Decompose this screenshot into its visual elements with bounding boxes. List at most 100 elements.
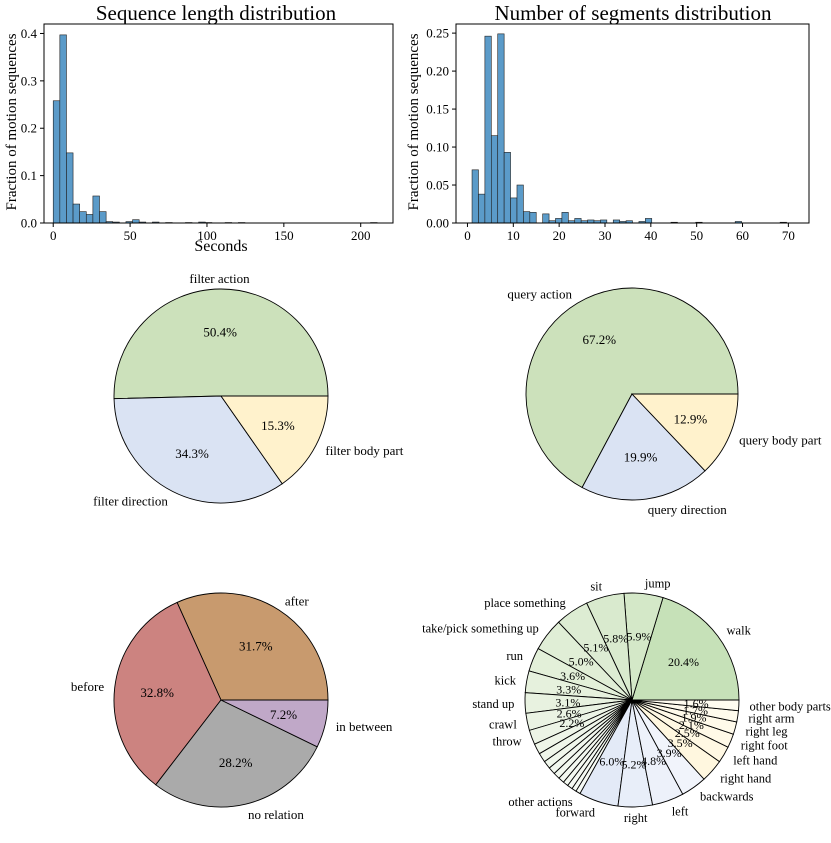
slice-label: take/pick something up [422, 622, 539, 636]
bar [478, 193, 486, 224]
bar [52, 100, 61, 224]
slice-label: crawl [489, 718, 517, 732]
slice-percent: 3.5% [668, 736, 693, 750]
slice-label: left hand [733, 754, 778, 768]
plot-frame [43, 23, 394, 224]
chart-title: Number of segments distribution [494, 1, 772, 25]
y-tick-label: 0.15 [426, 102, 449, 117]
bar [484, 35, 492, 224]
slice-label: forward [555, 805, 595, 819]
slice-label: before [71, 679, 104, 694]
slice-label: right hand [720, 771, 772, 785]
slice-label: run [506, 649, 523, 663]
slice-percent: 34.3% [175, 446, 209, 461]
slice-percent: 2.2% [559, 716, 584, 730]
x-tick-label: 50 [690, 228, 703, 243]
bars [471, 33, 787, 224]
slice-label: left [672, 804, 689, 818]
bar [72, 203, 80, 224]
y-tick-label: 0.4 [21, 26, 38, 41]
filter-type-pie: 50.4% filter action 34.3% filter direction 1… [93, 271, 404, 509]
bar [99, 211, 107, 224]
segments-histogram: Number of segments distribution Fraction… [406, 1, 810, 243]
slice-label: filter action [189, 271, 250, 286]
y-tick-label: 0.0 [21, 216, 37, 231]
pie-slice [113, 601, 222, 786]
wedges [525, 287, 739, 501]
slice-label: query direction [648, 502, 728, 517]
bar [503, 152, 511, 224]
bar [66, 152, 74, 224]
bar [510, 197, 518, 224]
y-tick-label: 0.00 [426, 216, 449, 231]
slice-label: jump [644, 577, 671, 591]
slice-percent: 2.5% [675, 726, 700, 740]
labels: 20.4% walk 5.9% jump 5.8% sit 5.1% place someth… [422, 577, 831, 826]
slice-percent: 7.2% [270, 707, 297, 722]
slice-label: other actions [508, 795, 572, 809]
slice-label: right leg [746, 724, 789, 738]
bars [52, 34, 378, 224]
y-tick-label: 0.3 [21, 73, 37, 88]
slice-label: right [624, 811, 648, 825]
chart-title: Sequence length distribution [96, 1, 337, 25]
slice-label: after [285, 594, 309, 609]
slice-percent: 67.2% [582, 332, 616, 347]
slice-percent: 5.2% [622, 758, 647, 772]
slice-label: backwards [700, 790, 754, 804]
x-tick-label: 50 [124, 228, 137, 243]
slice-label: other body parts [750, 699, 831, 713]
pie-slice [581, 393, 706, 501]
x-tick-label: 40 [644, 228, 657, 243]
bar [542, 213, 550, 224]
pie-slice [113, 395, 283, 504]
slice-percent: 5.8% [603, 631, 628, 645]
slice-label: place something [484, 596, 566, 610]
query-type-pie: 67.2% query action 19.9% query direction 12.… [507, 287, 821, 518]
slice-percent: 5.0% [569, 654, 594, 668]
slice-percent: 20.4% [668, 655, 699, 669]
slice-percent: 32.8% [140, 685, 174, 700]
slice-percent: 1.9% [681, 710, 706, 724]
slice-label: stand up [472, 697, 514, 711]
bar [574, 218, 582, 224]
pie-slice [631, 699, 740, 712]
pie-slice [631, 597, 740, 701]
bar [85, 214, 94, 224]
slice-percent: 12.9% [674, 412, 708, 427]
x-tick-label: 200 [351, 228, 371, 243]
y-ticks: 0.0 0.1 0.2 0.3 0.4 [21, 26, 44, 231]
bar [471, 169, 479, 224]
action-categories-pie: 20.4% walk 5.9% jump 5.8% sit 5.1% place someth… [422, 577, 831, 826]
slice-percent: 3.1% [555, 695, 580, 709]
y-tick-label: 0.2 [21, 121, 37, 136]
bar [92, 195, 100, 224]
labels: 50.4% filter action 34.3% filter direction 1… [93, 271, 404, 509]
slice-label: throw [493, 735, 522, 749]
x-tick-label: 70 [782, 228, 795, 243]
pie-slice [155, 699, 318, 808]
y-axis-label: Fraction of motion sequences [4, 33, 20, 210]
y-ticks: 0.00 0.05 0.10 0.15 0.20 0.25 [426, 26, 456, 231]
slice-percent: 15.3% [261, 418, 295, 433]
x-tick-label: 30 [598, 228, 611, 243]
x-tick-label: 10 [507, 228, 520, 243]
slice-percent: 2.6% [557, 707, 582, 721]
slice-percent: 28.2% [219, 755, 253, 770]
slice-percent: 3.6% [560, 669, 585, 683]
bar [79, 211, 87, 224]
pie-slice [220, 395, 329, 485]
bar [490, 135, 499, 224]
slice-label: walk [727, 623, 752, 637]
slice-label: right foot [741, 738, 788, 752]
slice-percent: 2.1% [679, 718, 704, 732]
y-tick-label: 0.10 [426, 140, 449, 155]
slice-percent: 1.7% [683, 703, 708, 717]
pie-slice [113, 288, 329, 400]
y-axis-label: Fraction of motion sequences [406, 33, 422, 210]
slice-percent: 1.6% [684, 697, 709, 711]
bar [555, 218, 563, 224]
bar [561, 212, 569, 224]
